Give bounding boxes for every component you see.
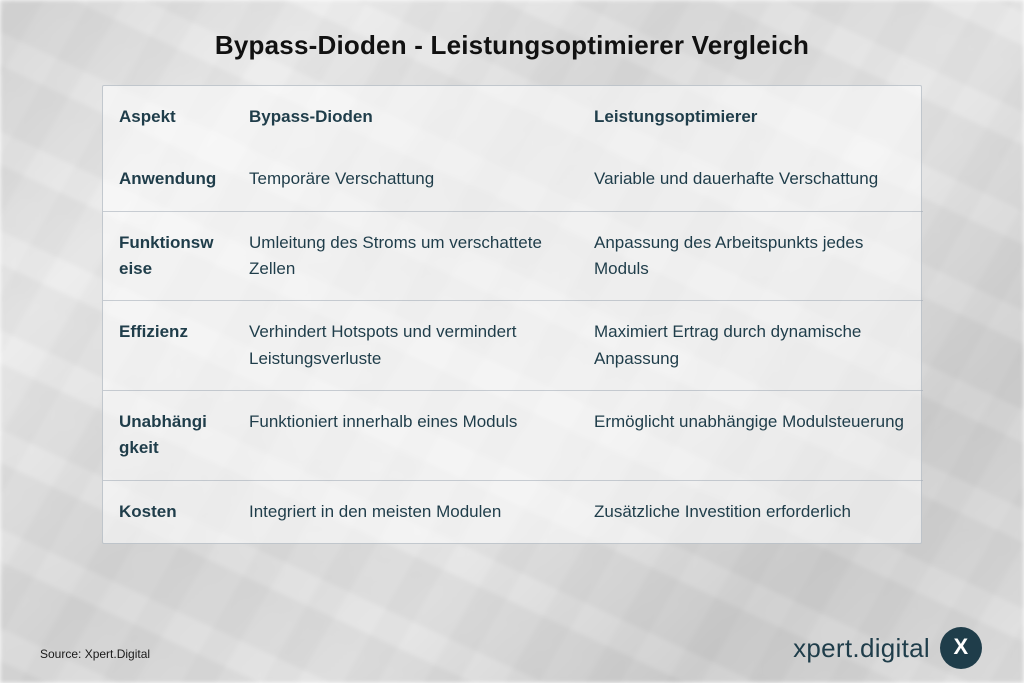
table-row: Funktionsweise Umleitung des Stroms um v… [103,211,923,301]
table-row: Kosten Integriert in den meisten Modulen… [103,480,923,543]
row-optimizer: Ermöglicht unabhängige Modulsteuerung [578,391,923,481]
comparison-card: Aspekt Bypass-Dioden Leistungsoptimierer… [102,85,922,544]
comparison-table: Aspekt Bypass-Dioden Leistungsoptimierer… [103,86,923,543]
row-aspect: Funktionsweise [103,211,233,301]
row-bypass: Umleitung des Stroms um verschattete Zel… [233,211,578,301]
brand-wordmark: xpert.digital [793,633,930,664]
row-optimizer: Variable und dauerhafte Verschattung [578,148,923,211]
row-bypass: Verhindert Hotspots und vermindert Leist… [233,301,578,391]
col-header-bypass: Bypass-Dioden [233,86,578,148]
row-aspect: Anwendung [103,148,233,211]
brand-name-part1: xpert [793,633,852,663]
table-header-row: Aspekt Bypass-Dioden Leistungsoptimierer [103,86,923,148]
brand-logo: xpert.digital X [793,627,982,669]
source-attribution: Source: Xpert.Digital [40,647,150,661]
brand-name-part2: digital [860,633,930,663]
table-row: Unabhängigkeit Funktioniert innerhalb ei… [103,391,923,481]
row-optimizer: Maximiert Ertrag durch dynamische Anpass… [578,301,923,391]
brand-badge-icon: X [940,627,982,669]
brand-badge-letter: X [954,634,969,660]
brand-dot: . [852,633,860,663]
row-aspect: Unabhängigkeit [103,391,233,481]
table-row: Effizienz Verhindert Hotspots und vermin… [103,301,923,391]
row-optimizer: Anpassung des Arbeitspunkts jedes Moduls [578,211,923,301]
row-bypass: Integriert in den meisten Modulen [233,480,578,543]
row-bypass: Temporäre Verschattung [233,148,578,211]
row-aspect: Effizienz [103,301,233,391]
row-bypass: Funktioniert innerhalb eines Moduls [233,391,578,481]
row-aspect: Kosten [103,480,233,543]
row-optimizer: Zusätzliche Investition erforderlich [578,480,923,543]
page-title: Bypass-Dioden - Leistungsoptimierer Verg… [48,30,976,61]
table-row: Anwendung Temporäre Verschattung Variabl… [103,148,923,211]
page: Bypass-Dioden - Leistungsoptimierer Verg… [0,0,1024,683]
col-header-aspect: Aspekt [103,86,233,148]
col-header-optimizer: Leistungsoptimierer [578,86,923,148]
